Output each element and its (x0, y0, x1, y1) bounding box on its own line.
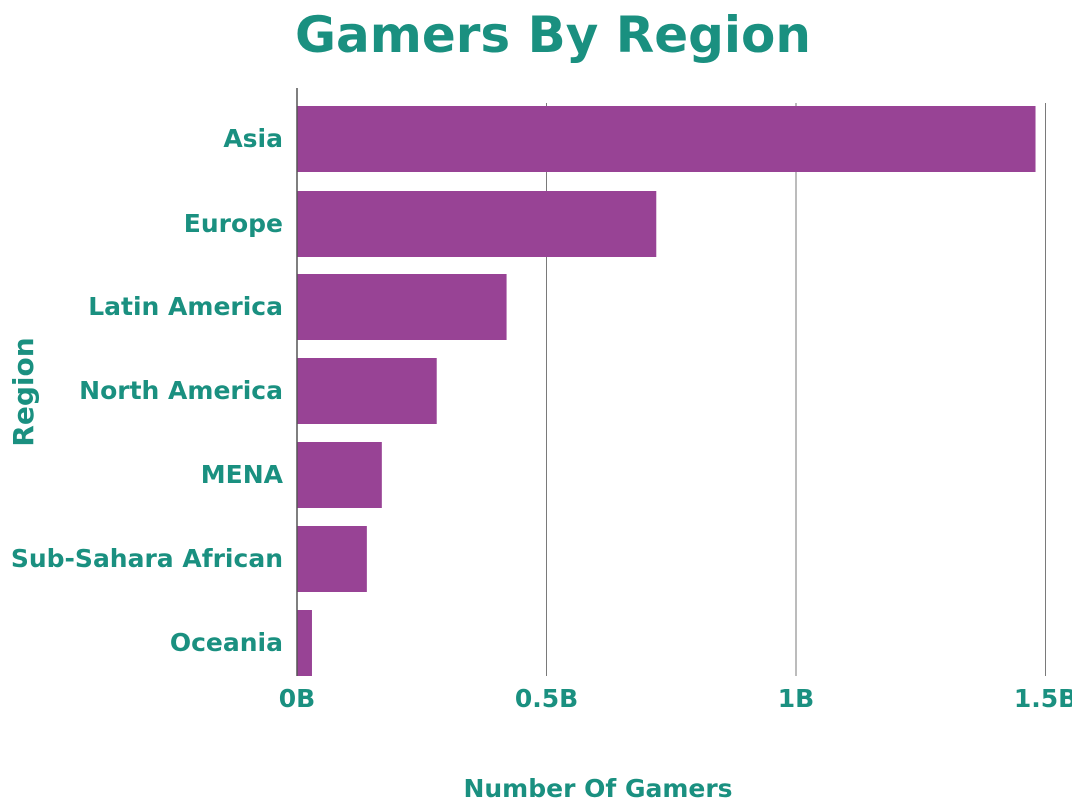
bars (297, 106, 1036, 676)
x-tick-labels: 0B 0.5B 1B 1.5B (279, 684, 1072, 713)
bar (297, 442, 382, 508)
category-label: Asia (223, 124, 283, 153)
category-label: Oceania (170, 628, 283, 657)
category-label: Europe (184, 209, 283, 238)
y-axis-title: Region (7, 337, 40, 446)
bar (297, 610, 312, 676)
bar (297, 274, 507, 340)
bar (297, 106, 1036, 172)
category-label: North America (79, 376, 283, 405)
chart-title: Gamers By Region (294, 6, 811, 64)
category-label: Sub-Sahara African (11, 544, 283, 573)
x-axis-title: Number Of Gamers (463, 774, 732, 803)
category-label: Latin America (88, 292, 283, 321)
gridlines (546, 103, 1046, 676)
bar (297, 358, 437, 424)
category-label: MENA (201, 460, 284, 489)
category-labels: Asia Europe Latin America North America MENA… (11, 124, 284, 657)
bar (297, 191, 657, 257)
x-tick-label: 1.5B (1014, 684, 1072, 713)
x-tick-label: 1B (778, 684, 814, 713)
x-tick-label: 0.5B (515, 684, 578, 713)
x-tick-label: 0B (279, 684, 315, 713)
bar (297, 526, 367, 592)
